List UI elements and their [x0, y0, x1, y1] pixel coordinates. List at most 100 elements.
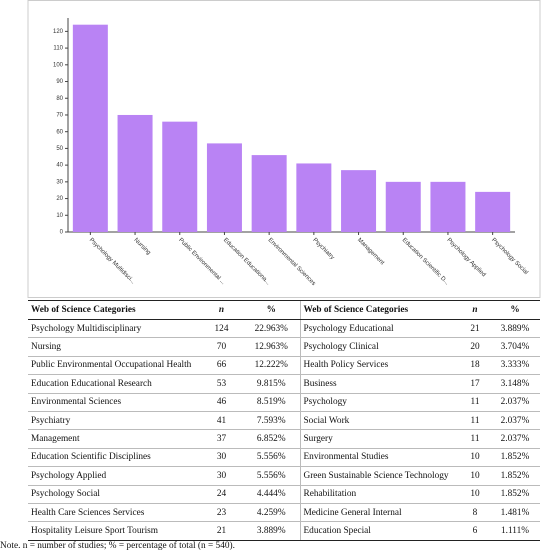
table-cell: 2.037%: [490, 392, 540, 412]
y-tick-label: 100: [53, 62, 64, 68]
table-cell: 1.111%: [490, 521, 540, 541]
chart: 0 10 20 30 40 50 60 70 80 90 100 110 120 Psychology M…: [27, 0, 541, 298]
table-cell: 6: [460, 521, 490, 541]
table-row: Education Scientific Disciplines 30 5.556%…: [28, 447, 540, 467]
table-cell: Psychology Applied: [28, 466, 200, 486]
table-cell: 1.852%: [490, 447, 540, 467]
table-cell: Psychology: [299, 392, 460, 412]
x-tick-label: Environmental Sciences: [267, 237, 317, 287]
table-cell: 10: [460, 447, 490, 467]
table-cell: 12.222%: [243, 355, 300, 375]
table-cell: 53: [200, 374, 243, 394]
table-cell: Environmental Sciences: [28, 392, 200, 412]
table-row: Public Environmental Occupational Health…: [28, 355, 540, 375]
table-cell: Management: [28, 429, 200, 449]
table-cell: 10: [460, 484, 490, 504]
table-cell: Health Policy Services: [299, 355, 460, 375]
table-cell: Psychiatry: [28, 410, 200, 430]
x-tick-label: Psychiatry: [311, 237, 335, 261]
table-cell: 70: [200, 337, 243, 357]
table-cell: 1.481%: [490, 502, 540, 522]
x-tick-label: Psychology Applied: [445, 237, 486, 278]
table-cell: Surgery: [299, 429, 460, 449]
y-tick-label: 30: [56, 179, 63, 185]
table-cell: 21: [460, 318, 490, 338]
table-cell: 5.556%: [243, 447, 300, 467]
table-cell: 17: [460, 374, 490, 394]
table-cell: 10: [460, 466, 490, 486]
table-cell: 11: [460, 429, 490, 449]
y-tick-label: 40: [56, 163, 63, 169]
table-cell: 3.889%: [490, 318, 540, 338]
table-cell: 23: [200, 502, 243, 522]
table-cell: 9.815%: [243, 374, 300, 394]
table-cell: 2.037%: [490, 410, 540, 430]
table-cell: 20: [460, 337, 490, 357]
table-cell: 37: [200, 429, 243, 449]
table-cell: 6.852%: [243, 429, 300, 449]
bar: [251, 155, 287, 232]
y-tick-label: 50: [56, 146, 63, 152]
table-cell: 3.333%: [490, 355, 540, 375]
table-cell: Education Special: [299, 521, 460, 541]
table-cell: 1.852%: [490, 466, 540, 486]
table-cell: 30: [200, 447, 243, 467]
table-cell: 3.148%: [490, 374, 540, 394]
y-tick-label: 70: [56, 113, 63, 119]
table-cell: 24: [200, 484, 243, 504]
x-tick-label: Management: [356, 237, 385, 266]
table-row: Environmental Sciences 46 8.519% Psychology…: [28, 392, 540, 412]
column-header: %: [490, 300, 540, 320]
table-cell: Medicine General Internal: [299, 502, 460, 522]
table-cell: 22.963%: [243, 318, 300, 338]
table-row: Psychology Social 24 4.444% Rehabilitation 1…: [28, 484, 540, 504]
table-cell: 18: [460, 355, 490, 375]
table-cell: 1.852%: [490, 484, 540, 504]
table-cell: 11: [460, 392, 490, 412]
table-row: Health Care Sciences Services 23 4.259% Med…: [28, 502, 540, 522]
table-row: Psychiatry 41 7.593% Social Work 11 2.037%: [28, 410, 540, 430]
table-cell: Environmental Studies: [299, 447, 460, 467]
y-tick-label: 20: [56, 196, 63, 202]
bar: [206, 143, 242, 232]
x-tick-label: Nursing: [133, 237, 152, 256]
x-tick-label: Psychology Multidisci...: [88, 237, 136, 285]
table-row: Psychology Multidisciplinary 124 22.963% Ps…: [28, 318, 540, 338]
table-cell: 4.259%: [243, 502, 300, 522]
bar: [475, 191, 511, 232]
bar: [296, 163, 332, 232]
table-cell: Social Work: [299, 410, 460, 430]
table-cell: 41: [200, 410, 243, 430]
chart-frame: [27, 0, 541, 298]
table-cell: 124: [200, 318, 243, 338]
bar: [162, 121, 198, 232]
table-cell: Psychology Educational: [299, 318, 460, 338]
table-cell: 46: [200, 392, 243, 412]
table-cell: Psychology Social: [28, 484, 200, 504]
x-tick-label: Psychology Social: [490, 237, 529, 276]
y-tick-label: 10: [56, 213, 63, 219]
bar: [430, 181, 466, 232]
y-tick-label: 60: [56, 129, 63, 135]
bar: [385, 181, 421, 232]
column-header: Web of Science Categories: [28, 300, 200, 320]
bar: [117, 114, 153, 232]
y-tick-label: 110: [53, 46, 63, 52]
table-cell: 7.593%: [243, 410, 300, 430]
column-header: n: [460, 300, 490, 320]
table-cell: Public Environmental Occupational Health: [28, 355, 200, 375]
table-cell: Psychology Clinical: [299, 337, 460, 357]
table-cell: 8.519%: [243, 392, 300, 412]
x-tick-label: Education Scientific D...: [401, 237, 450, 286]
y-tick-label: 0: [60, 230, 64, 236]
header-row: Web of Science Categories n% Web of Scienc…: [28, 300, 540, 320]
table-cell: Nursing: [28, 337, 200, 357]
table-cell: Rehabilitation: [299, 484, 460, 504]
table-cell: 4.444%: [243, 484, 300, 504]
table-cell: Education Scientific Disciplines: [28, 447, 200, 467]
table-cell: Hospitality Leisure Sport Tourism: [28, 521, 200, 541]
table-cell: 2.037%: [490, 429, 540, 449]
table-cell: 66: [200, 355, 243, 375]
table-cell: 21: [200, 521, 243, 541]
